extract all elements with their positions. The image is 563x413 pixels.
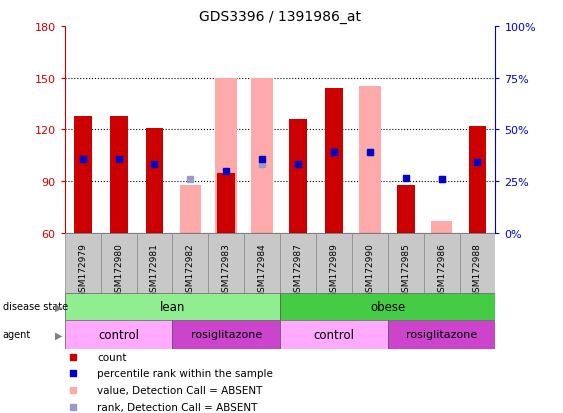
Bar bbox=[65, 320, 172, 349]
Bar bbox=[388, 320, 495, 349]
Bar bbox=[172, 320, 280, 349]
Text: control: control bbox=[98, 328, 139, 341]
Text: GSM172983: GSM172983 bbox=[222, 242, 231, 297]
Bar bbox=[325, 89, 343, 233]
Bar bbox=[137, 233, 172, 293]
Text: ▶: ▶ bbox=[55, 330, 62, 339]
Title: GDS3396 / 1391986_at: GDS3396 / 1391986_at bbox=[199, 10, 361, 24]
Text: ▶: ▶ bbox=[55, 301, 62, 312]
Bar bbox=[244, 233, 280, 293]
Bar bbox=[352, 233, 388, 293]
Bar bbox=[65, 233, 101, 293]
Bar bbox=[359, 87, 381, 233]
Bar bbox=[397, 185, 415, 233]
Bar bbox=[280, 233, 316, 293]
Bar bbox=[145, 128, 163, 233]
Text: percentile rank within the sample: percentile rank within the sample bbox=[97, 368, 273, 378]
Bar bbox=[280, 293, 495, 320]
Bar bbox=[431, 221, 452, 233]
Bar bbox=[216, 78, 237, 233]
Bar bbox=[101, 233, 137, 293]
Bar bbox=[388, 233, 424, 293]
Bar bbox=[280, 320, 388, 349]
Text: GSM172989: GSM172989 bbox=[329, 242, 338, 297]
Bar bbox=[468, 127, 486, 233]
Bar bbox=[208, 233, 244, 293]
Text: GSM172988: GSM172988 bbox=[473, 242, 482, 297]
Text: rank, Detection Call = ABSENT: rank, Detection Call = ABSENT bbox=[97, 401, 257, 412]
Text: GSM172986: GSM172986 bbox=[437, 242, 446, 297]
Bar bbox=[65, 293, 280, 320]
Text: lean: lean bbox=[160, 300, 185, 313]
Text: GSM172985: GSM172985 bbox=[401, 242, 410, 297]
Bar bbox=[110, 116, 128, 233]
Bar bbox=[217, 173, 235, 233]
Bar bbox=[459, 233, 495, 293]
Bar bbox=[172, 233, 208, 293]
Text: GSM172981: GSM172981 bbox=[150, 242, 159, 297]
Bar bbox=[180, 185, 201, 233]
Text: GSM172984: GSM172984 bbox=[258, 242, 267, 297]
Text: GSM172987: GSM172987 bbox=[293, 242, 302, 297]
Text: GSM172979: GSM172979 bbox=[78, 242, 87, 297]
Text: count: count bbox=[97, 352, 127, 362]
Text: GSM172990: GSM172990 bbox=[365, 242, 374, 297]
Text: obese: obese bbox=[370, 300, 405, 313]
Text: GSM172982: GSM172982 bbox=[186, 242, 195, 297]
Bar bbox=[74, 116, 92, 233]
Bar bbox=[316, 233, 352, 293]
Text: control: control bbox=[314, 328, 355, 341]
Bar bbox=[289, 120, 307, 233]
Bar bbox=[251, 78, 273, 233]
Bar bbox=[424, 233, 459, 293]
Text: GSM172980: GSM172980 bbox=[114, 242, 123, 297]
Text: value, Detection Call = ABSENT: value, Detection Call = ABSENT bbox=[97, 385, 262, 395]
Text: agent: agent bbox=[3, 330, 31, 339]
Text: rosiglitazone: rosiglitazone bbox=[191, 330, 262, 339]
Text: disease state: disease state bbox=[3, 301, 68, 312]
Text: rosiglitazone: rosiglitazone bbox=[406, 330, 477, 339]
